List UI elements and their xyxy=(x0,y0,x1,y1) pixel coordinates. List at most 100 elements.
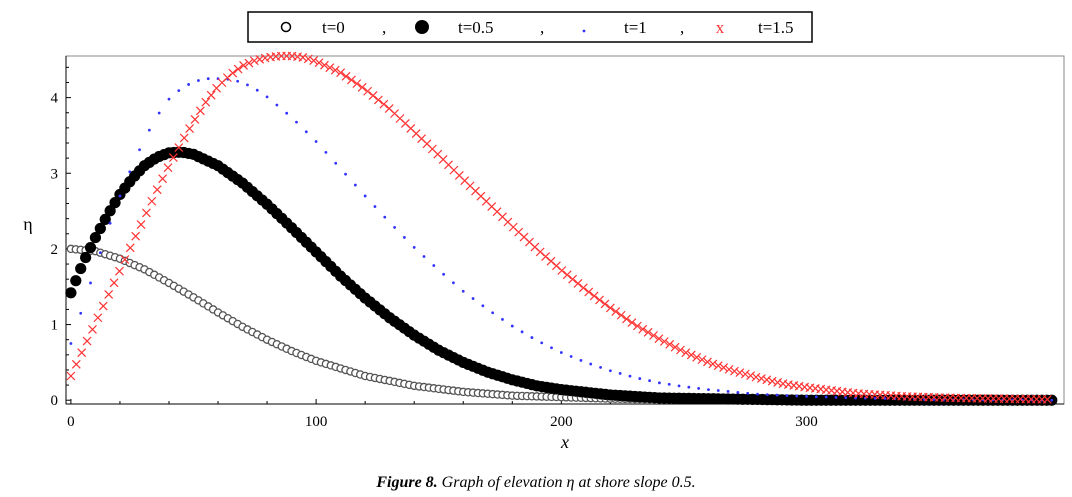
data-point xyxy=(157,111,161,115)
data-point xyxy=(66,371,76,381)
data-point xyxy=(285,111,289,115)
data-point xyxy=(751,372,761,382)
data-point xyxy=(491,311,495,315)
data-point xyxy=(118,194,122,198)
data-point xyxy=(142,208,151,218)
data-point xyxy=(559,351,563,354)
data-point xyxy=(638,377,642,380)
legend-label: t=1 xyxy=(624,18,647,37)
data-point xyxy=(550,346,553,350)
data-point xyxy=(667,382,671,386)
legend-label: t=0 xyxy=(322,18,345,37)
caption-label: Figure 8. xyxy=(376,474,438,491)
data-point xyxy=(730,366,739,376)
data-point xyxy=(115,266,124,276)
data-point xyxy=(608,369,612,373)
data-point xyxy=(330,65,340,75)
data-point xyxy=(168,153,178,162)
data-point xyxy=(719,363,729,372)
data-point xyxy=(190,115,200,124)
data-point xyxy=(104,205,116,217)
data-point xyxy=(767,376,777,386)
figure-caption: Figure 8. Graph of elevation η at shore … xyxy=(0,474,1072,492)
data-point xyxy=(363,194,367,198)
data-point xyxy=(179,133,189,143)
data-point xyxy=(573,279,583,288)
data-point xyxy=(109,278,119,288)
data-point xyxy=(393,226,396,229)
data-point xyxy=(579,359,583,362)
data-point xyxy=(600,299,610,309)
data-point xyxy=(320,60,329,70)
data-point xyxy=(352,79,362,89)
data-point xyxy=(578,283,588,293)
data-point xyxy=(402,236,406,239)
data-point xyxy=(736,390,740,394)
data-point xyxy=(844,396,848,400)
data-point xyxy=(834,395,838,399)
data-point xyxy=(589,291,599,301)
data-point xyxy=(228,68,238,78)
x-tick-label: 300 xyxy=(795,414,818,430)
data-point xyxy=(697,355,707,365)
y-tick-label: 4 xyxy=(51,91,59,107)
data-point xyxy=(756,392,759,396)
data-point xyxy=(128,170,132,174)
data-point xyxy=(324,150,328,154)
data-point xyxy=(304,130,308,134)
data-point xyxy=(616,310,626,320)
data-point xyxy=(89,281,92,285)
data-point xyxy=(195,106,205,116)
data-point xyxy=(432,264,436,267)
data-point xyxy=(584,287,594,297)
data-point xyxy=(341,71,351,81)
data-point xyxy=(686,350,696,360)
data-point xyxy=(708,359,718,369)
data-point xyxy=(357,82,367,92)
data-point xyxy=(677,384,681,388)
data-point xyxy=(658,381,661,385)
data-point xyxy=(1050,398,1054,402)
data-point xyxy=(368,91,378,101)
data-point xyxy=(643,327,653,337)
data-point xyxy=(649,331,658,340)
y-axis-label: η xyxy=(23,214,32,234)
data-point xyxy=(1042,394,1052,404)
legend-separator: , xyxy=(382,18,386,37)
data-point xyxy=(716,389,720,392)
data-point xyxy=(726,390,730,393)
legend-label: t=0.5 xyxy=(458,18,494,37)
data-point xyxy=(735,368,745,378)
data-point xyxy=(206,90,216,100)
data-point xyxy=(765,393,769,397)
data-point xyxy=(336,68,346,78)
data-point xyxy=(94,222,106,235)
data-point xyxy=(71,359,81,369)
data-point xyxy=(187,83,191,86)
data-point xyxy=(412,246,416,249)
data-point xyxy=(676,345,685,355)
data-point xyxy=(665,339,675,349)
data-point xyxy=(93,313,103,323)
data-point xyxy=(540,341,544,345)
data-point xyxy=(589,362,593,366)
data-point xyxy=(814,395,818,399)
legend-separator: , xyxy=(540,18,544,37)
data-point xyxy=(568,274,578,284)
data-point xyxy=(295,120,298,124)
data-point xyxy=(334,161,338,165)
data-point xyxy=(746,371,756,381)
data-point xyxy=(520,330,524,334)
data-point xyxy=(461,289,465,293)
data-point xyxy=(557,266,567,275)
data-point xyxy=(79,311,83,315)
data-point xyxy=(99,213,111,226)
data-point xyxy=(109,197,121,209)
data-point xyxy=(605,303,615,313)
legend-label: t=1.5 xyxy=(758,18,794,37)
data-point xyxy=(740,369,750,379)
data-point xyxy=(138,148,141,152)
data-point xyxy=(773,378,783,387)
data-point xyxy=(233,64,243,74)
plot-frame xyxy=(65,55,1065,405)
